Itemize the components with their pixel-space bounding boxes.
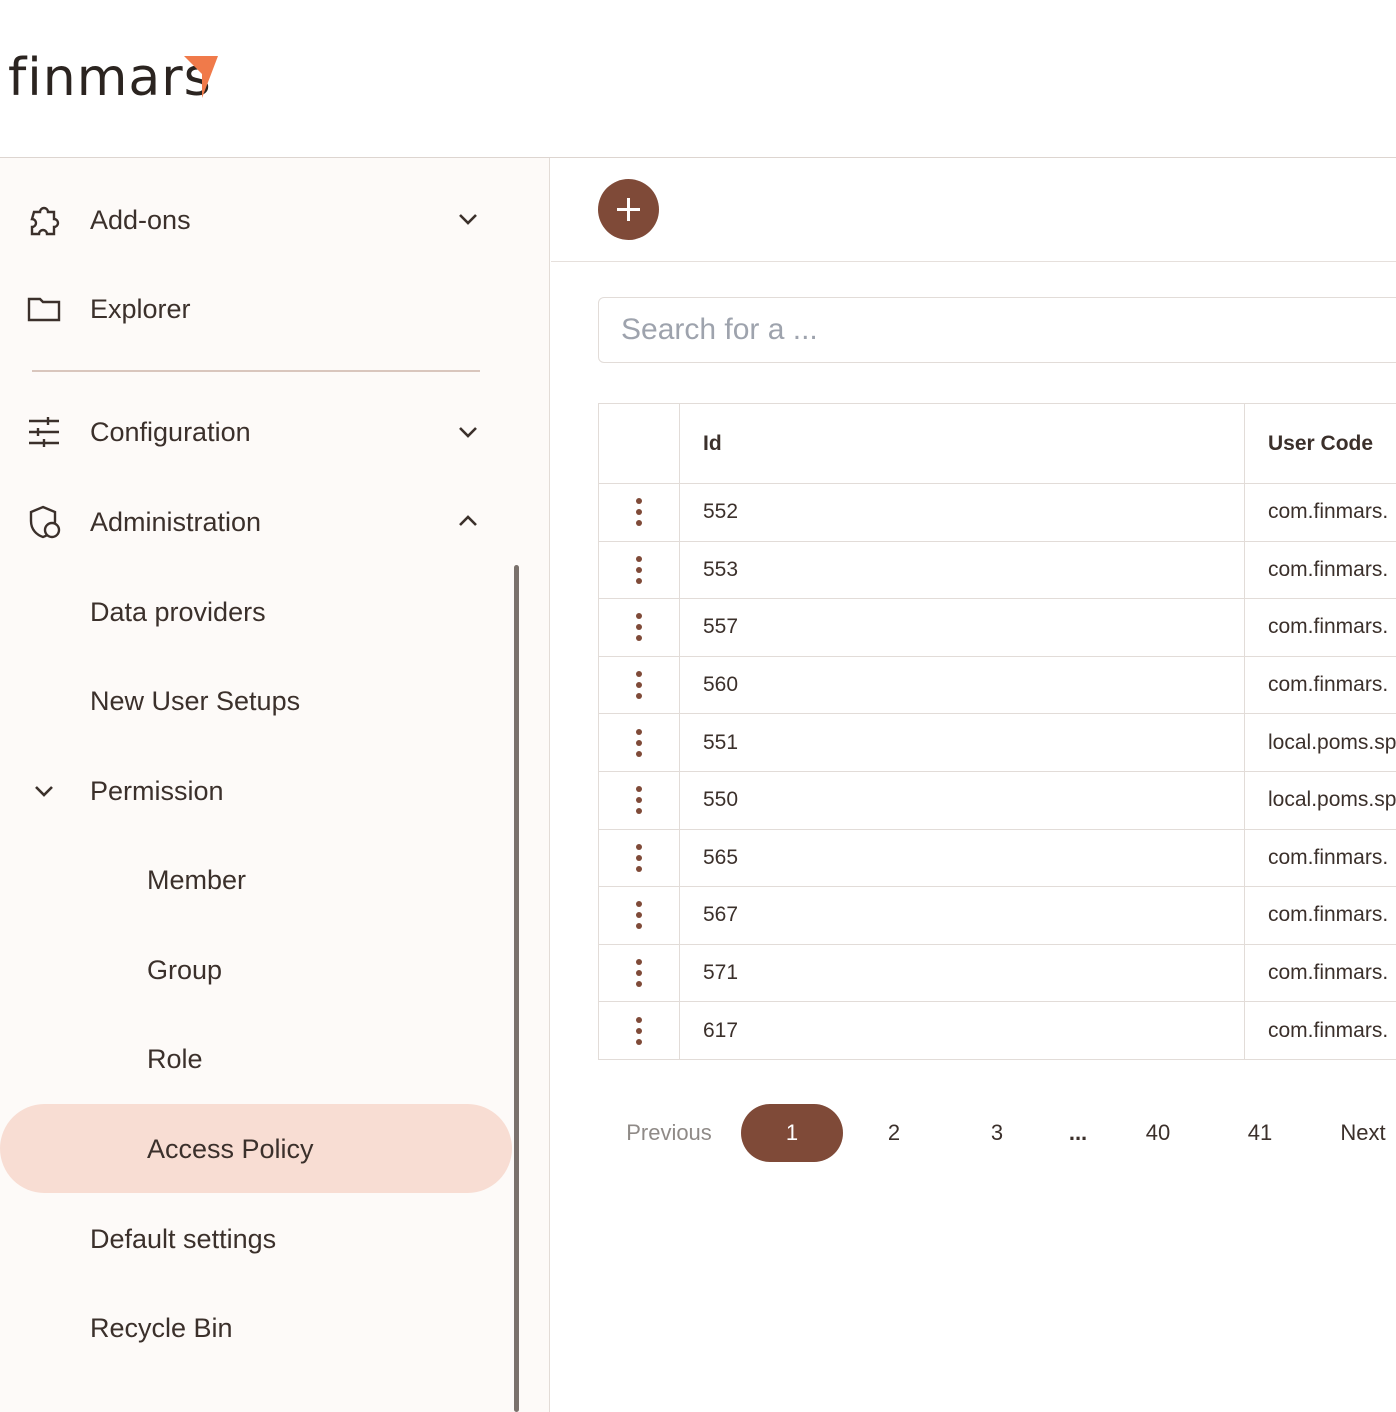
user-code-cell: com.finmars. (1244, 540, 1396, 600)
next-button[interactable]: Next (1340, 1120, 1386, 1145)
chevron-up[interactable] (455, 508, 481, 534)
row-actions (598, 655, 680, 715)
table-body: 552 com.finmars. 553 com.finmars. 557 com.fin… (598, 483, 1396, 1060)
admin-icon (29, 505, 61, 539)
id-cell: 551 (679, 713, 1245, 772)
kebab-menu[interactable] (634, 612, 644, 642)
user-code-cell: local.poms.sp (1244, 713, 1396, 772)
nav-item[interactable]: Role (147, 1044, 203, 1074)
user-code-cell: com.finmars. (1244, 943, 1396, 1003)
row-actions (598, 483, 680, 542)
nav-item[interactable]: Add-ons (90, 205, 191, 235)
user-code-cell: com.finmars. (1244, 655, 1396, 715)
table-row[interactable]: 560 com.finmars. (598, 655, 1396, 715)
active-highlight (0, 1104, 512, 1193)
prev-button[interactable]: Previous (626, 1120, 712, 1145)
nav-item-active[interactable]: Access Policy (147, 1134, 314, 1164)
row-actions (598, 1001, 680, 1060)
chevron-down[interactable] (455, 419, 481, 445)
kebab-menu[interactable] (634, 728, 644, 758)
divider (32, 370, 480, 372)
logo[interactable]: finmars (8, 48, 212, 108)
search-input[interactable]: Search for a ... (598, 297, 1396, 363)
id-cell: 553 (679, 540, 1245, 600)
divider (551, 261, 1396, 262)
nav-item[interactable]: Administration (90, 507, 262, 537)
table-row[interactable]: 571 com.finmars. (598, 943, 1396, 1003)
kebab-menu[interactable] (634, 670, 644, 700)
main: Search for a ... Id User Code 552 com.fin… (551, 158, 1396, 1412)
header: finmars (0, 0, 1396, 158)
header-cell[interactable]: Id (679, 403, 1245, 484)
page-button[interactable]: ... (1068, 1120, 1088, 1145)
addons-icon (30, 206, 60, 236)
user-code-cell: com.finmars. (1244, 886, 1396, 945)
user-code-cell: com.finmars. (1244, 483, 1396, 542)
config-icon (29, 417, 59, 447)
kebab-menu[interactable] (634, 1016, 644, 1046)
nav-item[interactable]: Recycle Bin (90, 1313, 233, 1343)
row-actions (598, 713, 680, 772)
id-cell: 550 (679, 770, 1245, 830)
table-row[interactable]: 565 com.finmars. (598, 828, 1396, 888)
page-button[interactable]: 40 (1145, 1120, 1171, 1145)
page-button[interactable]: 41 (1247, 1120, 1273, 1145)
id-cell: 560 (679, 655, 1245, 715)
row-actions (598, 770, 680, 830)
row-actions (598, 598, 680, 657)
table-row[interactable]: 567 com.finmars. (598, 886, 1396, 945)
plus-icon (617, 198, 640, 221)
header-cell[interactable]: User Code (1244, 403, 1396, 484)
user-code-cell: com.finmars. (1244, 598, 1396, 657)
header-cell (598, 403, 680, 484)
kebab-menu[interactable] (634, 900, 644, 930)
table-row[interactable]: 557 com.finmars. (598, 598, 1396, 657)
page-button-active[interactable]: 1 (741, 1104, 843, 1162)
nav-item[interactable]: Configuration (90, 417, 251, 447)
id-cell: 565 (679, 828, 1245, 888)
explorer-icon (27, 297, 61, 322)
table-row[interactable]: 553 com.finmars. (598, 540, 1396, 600)
nav-item[interactable]: Group (147, 955, 223, 985)
row-actions (598, 943, 680, 1003)
data-table: Id User Code 552 com.finmars. 553 com.finma… (598, 403, 1396, 1060)
scrollbar[interactable] (514, 565, 519, 1412)
nav-item[interactable]: Member (147, 865, 247, 895)
kebab-menu[interactable] (634, 958, 644, 988)
chevron-down[interactable] (455, 206, 481, 232)
id-cell: 567 (679, 886, 1245, 945)
kebab-menu[interactable] (634, 555, 644, 585)
row-actions (598, 828, 680, 888)
add-button[interactable] (598, 179, 659, 240)
nav-item[interactable]: Explorer (90, 294, 191, 324)
table-row[interactable]: 551 local.poms.sp (598, 713, 1396, 772)
id-cell: 617 (679, 1001, 1245, 1060)
id-cell: 552 (679, 483, 1245, 542)
nav-item[interactable]: Data providers (90, 597, 266, 627)
page-button[interactable]: 3 (990, 1120, 1004, 1145)
chevron-down[interactable] (31, 778, 57, 804)
user-code-cell: local.poms.sp (1244, 770, 1396, 830)
table-row[interactable]: 552 com.finmars. (598, 483, 1396, 542)
page-button[interactable]: 2 (887, 1120, 901, 1145)
table-row[interactable]: 617 com.finmars. (598, 1001, 1396, 1060)
kebab-menu[interactable] (634, 785, 644, 815)
header-row: Id User Code (598, 403, 1396, 484)
user-code-cell: com.finmars. (1244, 1001, 1396, 1060)
nav-item[interactable]: New User Setups (90, 686, 301, 716)
sidebar: Add-ons Explorer Configuration Administr… (0, 158, 550, 1412)
kebab-menu[interactable] (634, 497, 644, 527)
kebab-menu[interactable] (634, 843, 644, 873)
logo-mark (184, 56, 218, 98)
nav-item[interactable]: Default settings (90, 1224, 277, 1254)
id-cell: 557 (679, 598, 1245, 657)
row-actions (598, 886, 680, 945)
id-cell: 571 (679, 943, 1245, 1003)
user-code-cell: com.finmars. (1244, 828, 1396, 888)
row-actions (598, 540, 680, 600)
table-row[interactable]: 550 local.poms.sp (598, 770, 1396, 830)
nav-item[interactable]: Permission (90, 776, 224, 806)
